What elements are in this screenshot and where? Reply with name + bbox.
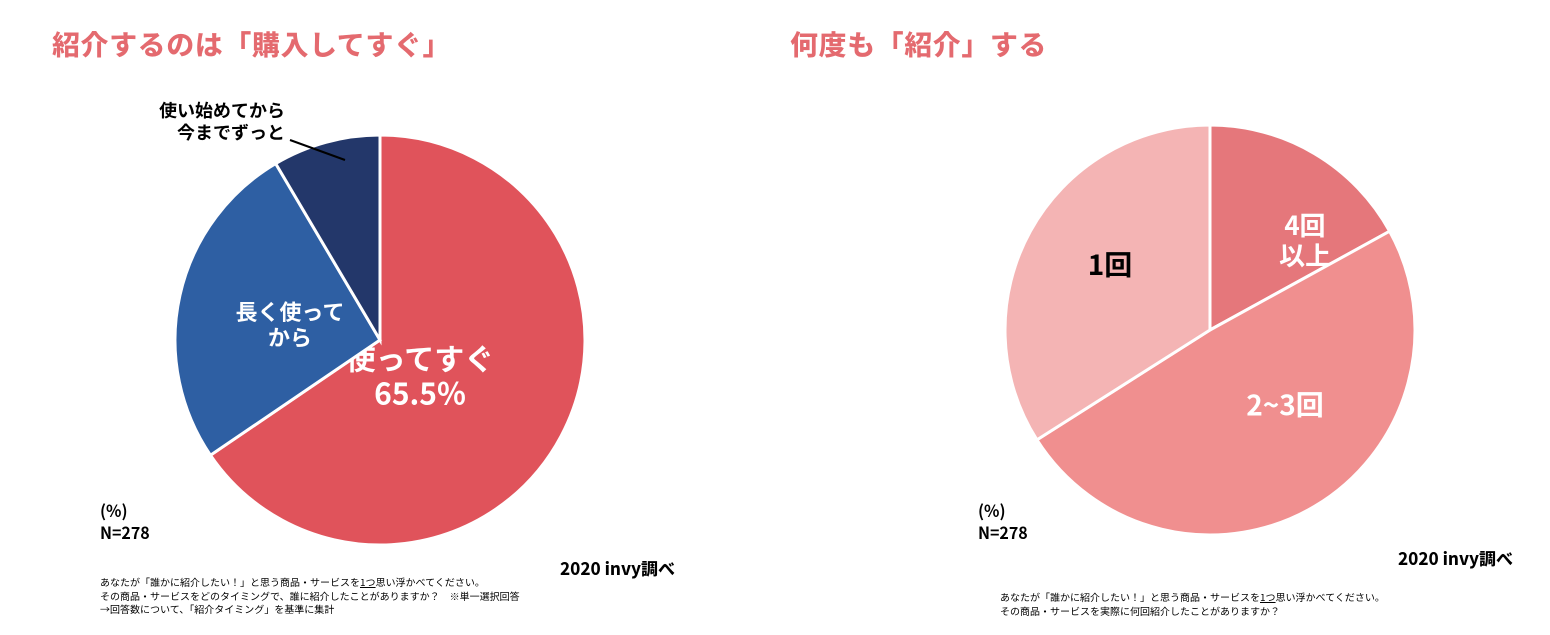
right-pie-slice-2-label-0: 1回 <box>1088 244 1133 284</box>
left-pie-slice-0-label-1: 65.5% <box>374 370 466 414</box>
page: 紹介するのは「購入してすぐ」 使い始めてから 今までずっと (%) N=278 … <box>0 0 1550 635</box>
left-pie-slice-1-label-1: から <box>268 320 312 352</box>
right-pie-slice-1-label-0: 2~3回 <box>1246 384 1324 424</box>
charts-svg: 使ってすぐ65.5%長く使ってから4回以上2~3回1回 <box>0 0 1550 635</box>
